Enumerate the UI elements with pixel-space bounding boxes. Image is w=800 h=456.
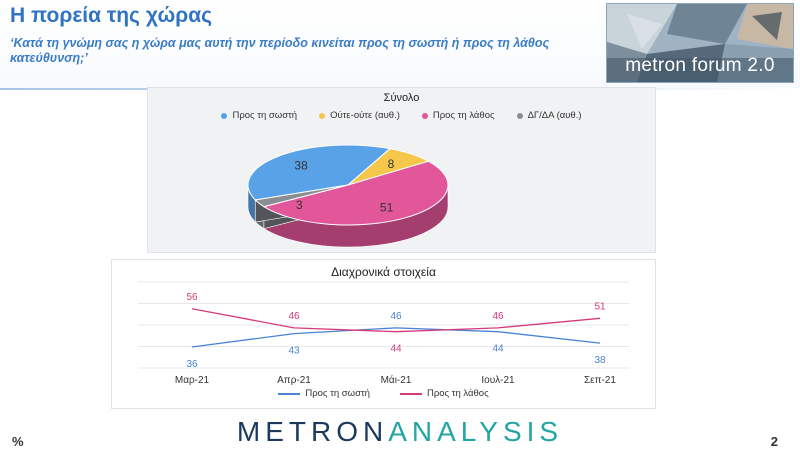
series-line-1 [191, 308, 601, 333]
line-legend-item-wrong: Προς τη λάθος [399, 388, 489, 399]
line-series-0: 36 43 46 44 38 [186, 311, 606, 370]
pie-value-label-1: 8 [388, 157, 395, 171]
pie-value-label-0: 38 [294, 158, 308, 172]
pie-legend-item-dkna: ΔΓ/ΔΑ (αυθ.) [516, 110, 582, 121]
pie-slice-3 [254, 184, 349, 208]
pie-legend-label: Προς τη λάθος [432, 110, 495, 121]
line-legend-label: Προς τη σωστή [305, 388, 370, 399]
percent-note: % [12, 434, 24, 449]
line-legend-item-right: Προς τη σωστή [278, 388, 370, 399]
legend-dot-icon [421, 112, 428, 119]
pie-chart-svg: 38 8 51 3 [247, 144, 449, 248]
pie-legend: Προς τη σωστή Ούτε-ούτε (αυθ.) Προς τη λ… [148, 110, 655, 121]
x-tick-labels: Μαρ-21 Απρ-21 Μάι-21 Ιουλ-21 Σεπ-21 [175, 374, 617, 386]
line-series-1: 56 46 44 46 51 [186, 292, 606, 355]
pie-slice-0 [247, 144, 392, 201]
data-label-0-3: 44 [492, 344, 504, 355]
data-label-1-0: 56 [186, 292, 198, 303]
pie-chart-title: Σύνολο [383, 92, 420, 104]
data-label-1-2: 44 [390, 344, 402, 355]
pie-value-labels: 38 8 51 3 [294, 157, 394, 214]
x-tick-label: Απρ-21 [277, 375, 311, 386]
x-tick-label: Ιουλ-21 [481, 375, 515, 386]
pie-value-label-2: 51 [380, 200, 394, 214]
legend-dot-icon [221, 112, 228, 119]
line-chart-title: Διαχρονικά στοιχεία [331, 265, 436, 279]
metron-analysis-wordmark: METRONANALYSIS [0, 416, 800, 448]
pie-top-faces [247, 144, 449, 226]
slide-subtitle: ‘Κατά τη γνώμη σας η χώρα μας αυτή την π… [10, 36, 550, 65]
line-grid [138, 281, 629, 369]
legend-dot-icon [319, 112, 326, 119]
data-label-0-0: 36 [186, 359, 198, 370]
brand-part2: ANALYSIS [388, 416, 564, 447]
pie-slice-2 [262, 160, 449, 226]
pie-value-label-3: 3 [296, 198, 303, 212]
logo-text: metron forum 2.0 [625, 55, 775, 76]
line-chart-panel: Διαχρονικά στοιχεία Μαρ-21 Απρ-21 Μάι-21 Ιο… [111, 259, 656, 409]
pie-legend-item-wrong: Προς τη λάθος [421, 110, 495, 121]
series-line-0 [191, 327, 601, 348]
pie-chart-panel: Σύνολο Προς τη σωστή Ούτε-ούτε (αυθ.) Πρ… [147, 87, 656, 253]
page-number: 2 [770, 434, 778, 449]
x-tick-label: Μαρ-21 [175, 375, 210, 386]
pie-legend-item-neither: Ούτε-ούτε (αυθ.) [319, 110, 400, 121]
slide-title: Η πορεία της χώρας [10, 4, 213, 27]
data-label-1-1: 46 [288, 311, 300, 322]
data-label-1-3: 46 [492, 311, 504, 322]
pie-legend-label: ΔΓ/ΔΑ (αυθ.) [527, 110, 582, 121]
pie-legend-label: Ούτε-ούτε (αυθ.) [330, 110, 400, 121]
line-legend-label: Προς τη λάθος [426, 388, 489, 399]
legend-dot-icon [516, 112, 523, 119]
data-label-0-1: 43 [288, 346, 300, 357]
logo-collage-image [607, 4, 793, 82]
x-tick-label: Μάι-21 [381, 374, 412, 386]
brand-part1: METRON [236, 416, 389, 447]
data-label-1-4: 51 [594, 301, 606, 312]
metron-forum-logo: metron forum 2.0 [606, 3, 794, 83]
pie-legend-item-right: Προς τη σωστή [221, 110, 297, 121]
x-tick-label: Σεπ-21 [584, 375, 616, 386]
data-label-0-4: 38 [594, 355, 606, 366]
legend-line-icon [278, 392, 301, 395]
data-label-0-2: 46 [390, 311, 402, 322]
line-legend: Προς τη σωστή Προς τη λάθος [112, 388, 655, 399]
line-chart-svg: Μαρ-21 Απρ-21 Μάι-21 Ιουλ-21 Σεπ-21364346443… [138, 281, 629, 386]
pie-legend-label: Προς τη σωστή [232, 110, 298, 121]
legend-line-icon [399, 392, 422, 395]
